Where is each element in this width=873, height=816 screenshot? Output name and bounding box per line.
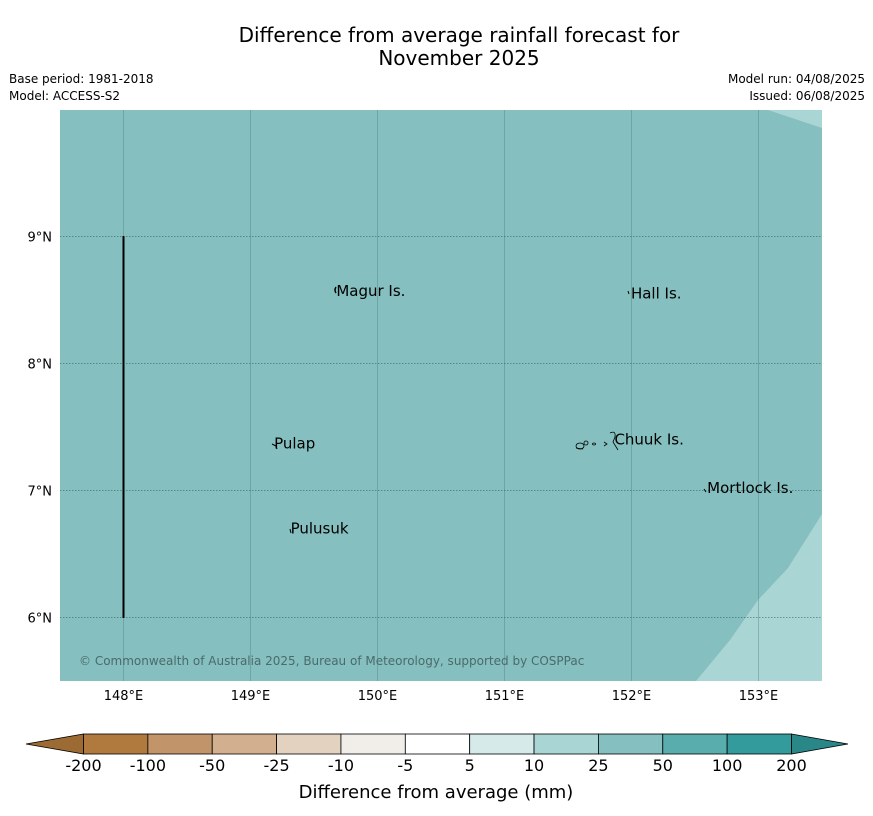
copyright-notice: © Commonwealth of Australia 2025, Bureau…: [79, 654, 584, 668]
lon-tick-label: 151°E: [485, 689, 525, 704]
colorbar: -200 -100 -50 -25 -10 -5 5 10 25 50 100 200 Differe…: [25, 733, 849, 803]
colorbar-tick-label: 50: [653, 756, 673, 775]
lat-tick-label: 8°N: [28, 358, 53, 373]
colorbar-title: Difference from average (mm): [299, 782, 574, 803]
colorbar-swatches: [25, 733, 849, 755]
model-text: Model: ACCESS-S2: [9, 89, 121, 103]
place-label: Pulusuk: [291, 520, 349, 538]
colorbar-tick-label: 25: [588, 756, 608, 775]
colorbar-tick-label: -200: [65, 756, 101, 775]
magur-island-outline: [334, 286, 337, 294]
lon-tick-label: 152°E: [612, 689, 652, 704]
colorbar-swatch: [340, 733, 406, 755]
lon-tick-label: 148°E: [104, 689, 144, 704]
anomaly-region-southeast: [696, 514, 822, 681]
chart-title-line-1: Difference from average rainfall forecas…: [238, 23, 680, 47]
colorbar-tick-label: -50: [199, 756, 225, 775]
pulusuk-island-outline: [289, 528, 292, 534]
map-area: Magur Is. Hall Is. Pulap Chuuk Is. Mortlock …: [28, 110, 822, 705]
colorbar-tick-label: 10: [524, 756, 544, 775]
colorbar-swatch: [662, 733, 728, 755]
pulap-island-outline: [271, 443, 278, 450]
hall-island-outline: [627, 290, 630, 295]
lon-tick-label: 150°E: [358, 689, 398, 704]
colorbar-labels: -200 -100 -50 -25 -10 -5 5 10 25 50 100 200: [65, 756, 806, 775]
place-label: Hall Is.: [631, 285, 682, 303]
island-outlines: [271, 286, 707, 534]
place-label: Pulap: [274, 435, 315, 453]
base-period-text: Base period: 1981-2018: [9, 72, 154, 86]
axis-tick-labels: 148°E 149°E 150°E 151°E 152°E 153°E 9°N 8°N 7°N 6…: [28, 231, 779, 705]
colorbar-tick-label: 100: [712, 756, 743, 775]
colorbar-tick-label: -25: [264, 756, 290, 775]
place-label: Mortlock Is.: [707, 479, 793, 497]
model-run-text: Model run: 04/08/2025: [727, 72, 865, 86]
lat-tick-label: 7°N: [28, 485, 53, 500]
place-labels: Magur Is. Hall Is. Pulap Chuuk Is. Mortlock …: [274, 282, 793, 537]
colorbar-tick-label: -5: [397, 756, 413, 775]
colorbar-swatch: [404, 733, 471, 755]
lon-tick-label: 149°E: [231, 689, 271, 704]
colorbar-tick-label: -100: [130, 756, 166, 775]
colorbar-swatch: [533, 733, 599, 755]
place-label: Chuuk Is.: [614, 431, 683, 449]
place-label: Magur Is.: [336, 282, 405, 300]
colorbar-tick-label: -10: [328, 756, 354, 775]
colorbar-swatch: [469, 733, 535, 755]
colorbar-over-extension: [791, 733, 849, 755]
colorbar-tick-label: 200: [776, 756, 807, 775]
chuuk-islands-outline: [575, 431, 619, 451]
anomaly-region-northeast: [768, 110, 822, 128]
colorbar-swatch: [83, 733, 149, 755]
lon-tick-label: 153°E: [739, 689, 779, 704]
colorbar-swatch: [598, 733, 664, 755]
colorbar-swatch: [147, 733, 213, 755]
chart-title-line-2: November 2025: [378, 46, 540, 70]
issued-text: Issued: 06/08/2025: [749, 89, 865, 103]
colorbar-swatch: [726, 733, 792, 755]
map-background: [60, 110, 822, 681]
colorbar-under-extension: [25, 733, 84, 755]
colorbar-tick-label: 5: [465, 756, 475, 775]
mortlock-island-outline: [703, 488, 707, 493]
lat-tick-label: 6°N: [28, 612, 53, 627]
colorbar-swatch: [211, 733, 277, 755]
colorbar-swatch: [276, 733, 342, 755]
lat-tick-label: 9°N: [28, 231, 53, 246]
